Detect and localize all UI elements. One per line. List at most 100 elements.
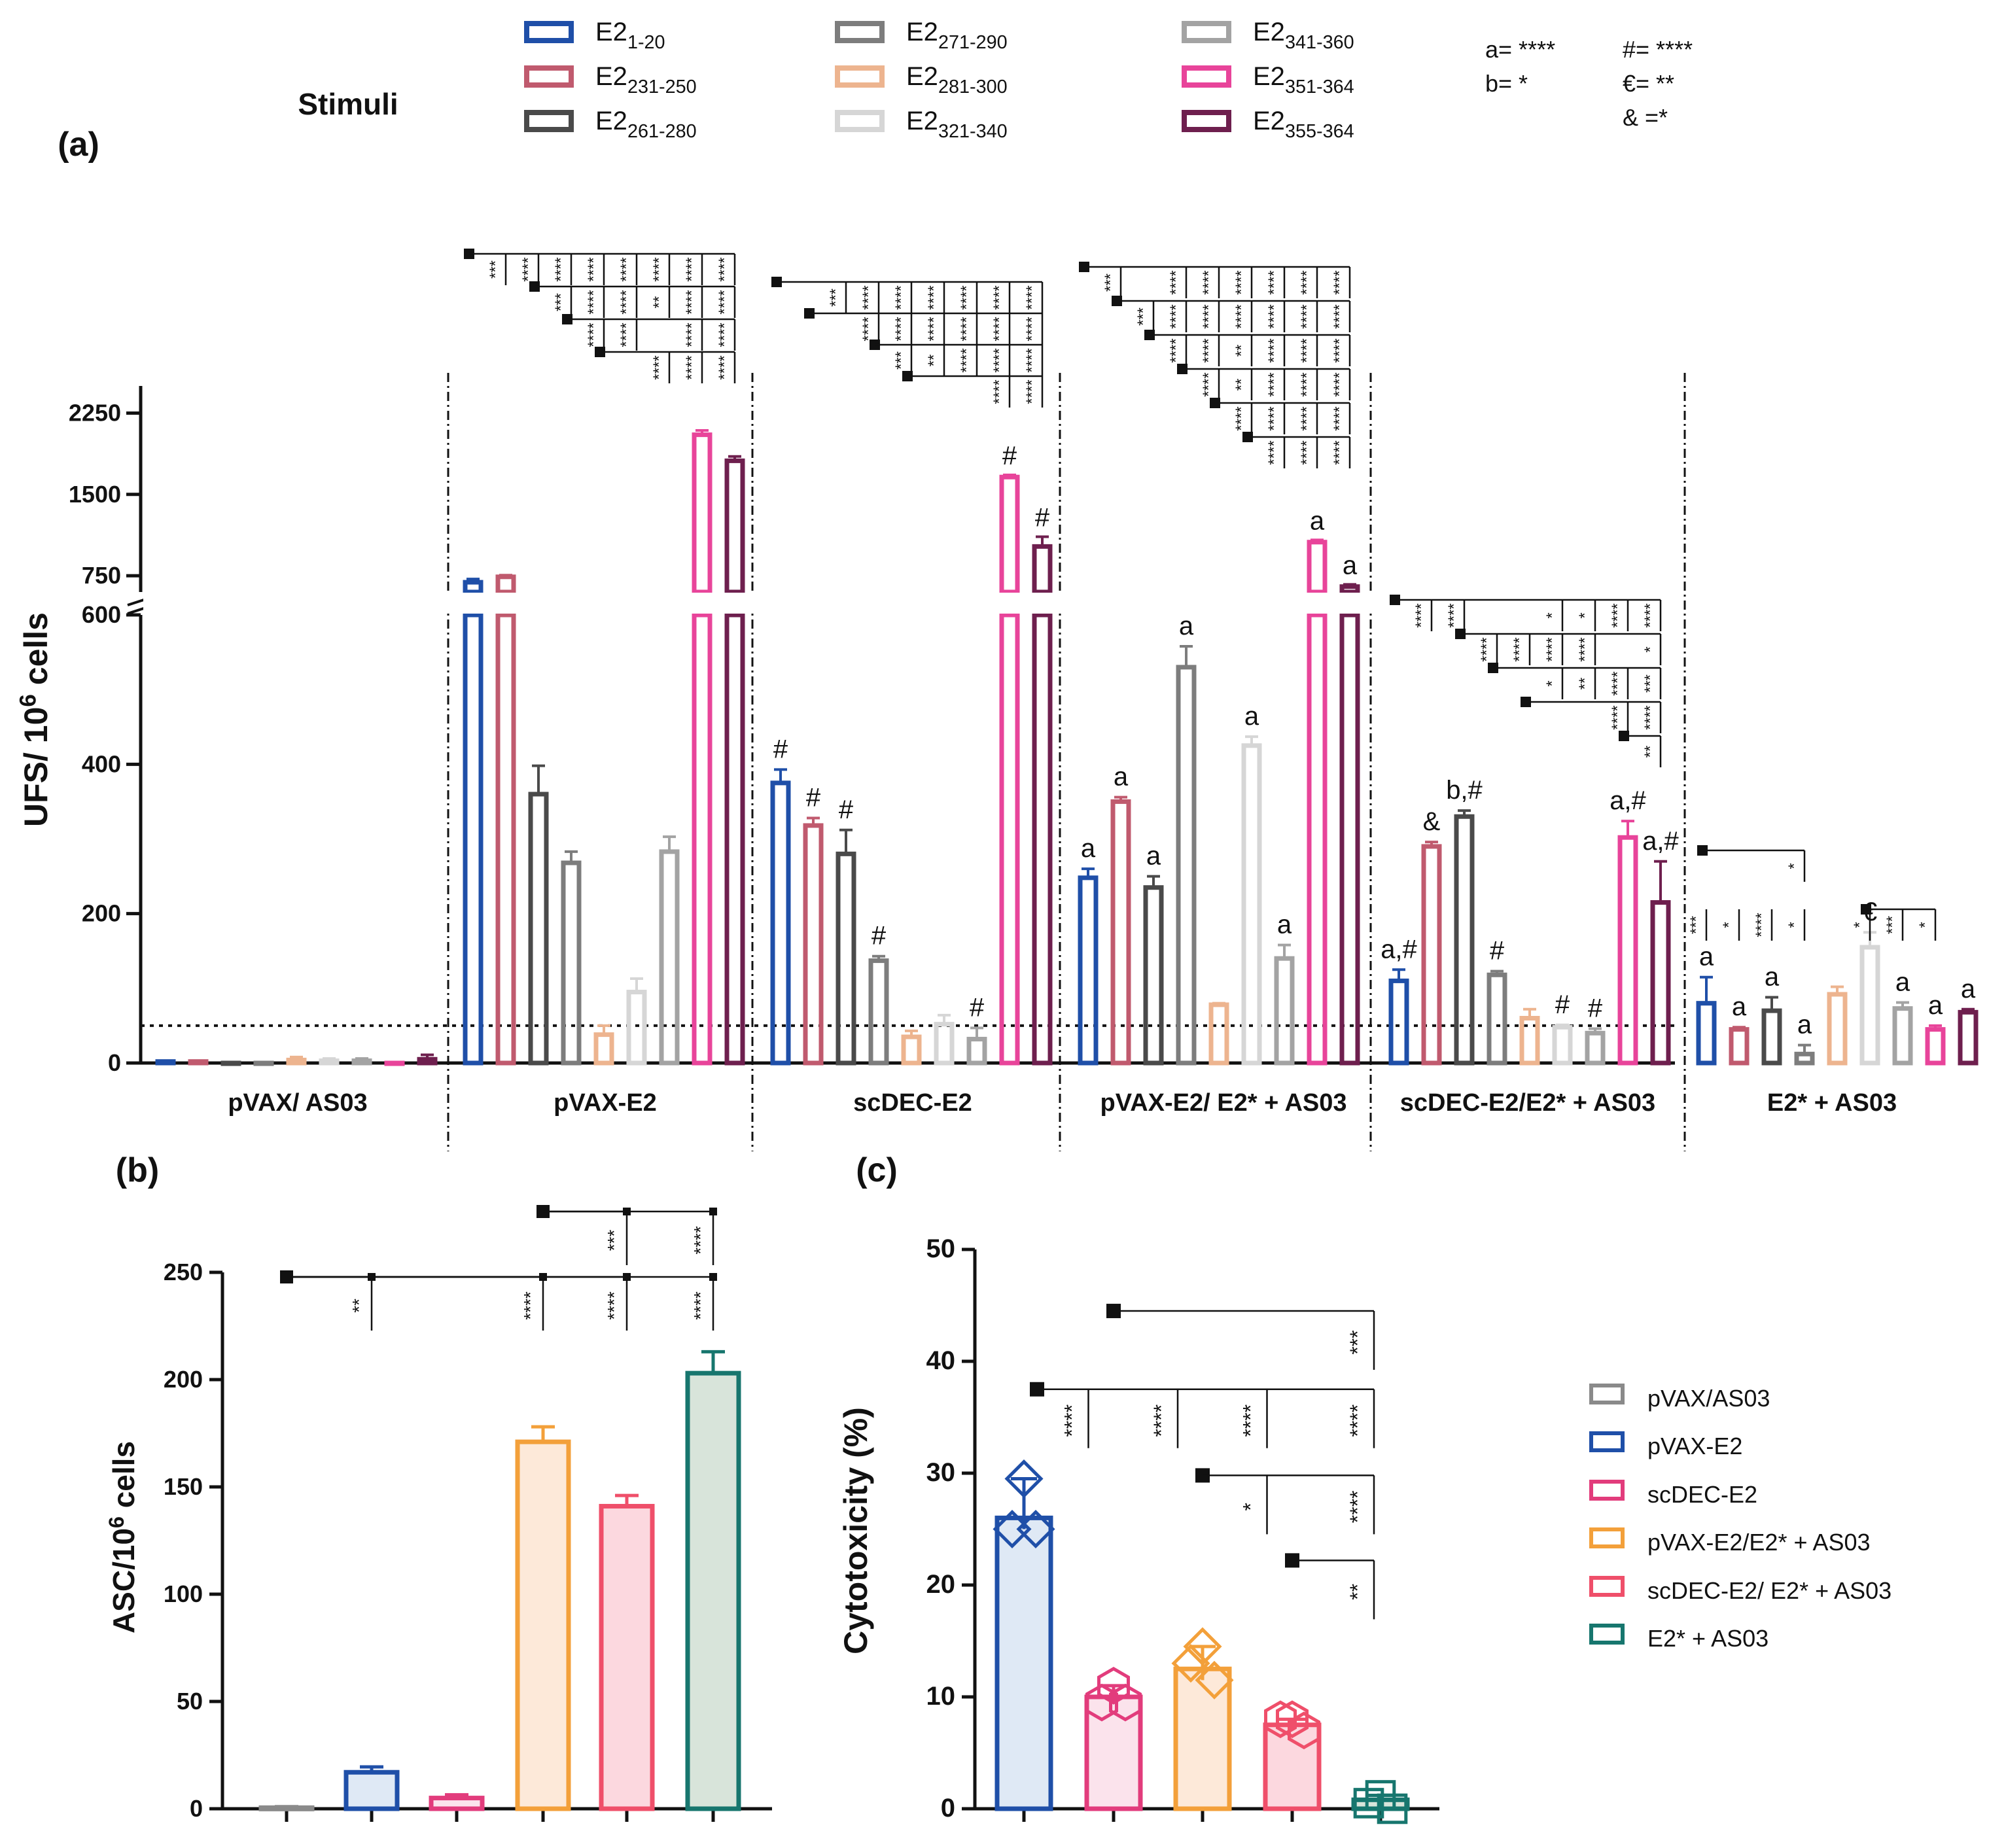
sig-stars-0-8: **** [716, 257, 733, 281]
annotation-6-4: # [1588, 994, 1603, 1022]
annotation-1-2: # [806, 784, 821, 812]
sig-stars-0-6: **** [650, 257, 668, 281]
sig-stars-10-4: **** [1200, 338, 1218, 362]
legend-entry-7-base: E2 [1253, 62, 1285, 91]
tick-label-a-upper: 2250 [69, 399, 121, 426]
legend-entry-5: E2321-340 [906, 107, 1008, 142]
bar-upper-7-1 [692, 432, 713, 595]
bar-3-5 [1794, 1051, 1815, 1066]
sig-stars-16-5: * [1543, 680, 1561, 686]
sig-stars-11-7: **** [1298, 372, 1316, 396]
bar-5-3 [1241, 743, 1262, 1066]
point-c-0-0 [1004, 1459, 1044, 1499]
bar-upper-0-1 [463, 580, 484, 595]
annotation-0-5: a [1699, 943, 1714, 971]
point-c-4-1 [1353, 1788, 1384, 1819]
annotation-7-4: a,# [1610, 786, 1646, 815]
tick-label-b: 50 [177, 1688, 203, 1715]
sig-stars-0-4: **** [585, 257, 603, 281]
annotation-1-4: & [1423, 807, 1441, 836]
sig-stars-1-4: **** [585, 290, 603, 314]
bar-3-3 [1176, 665, 1197, 1066]
sig-stars-14-6: * [1576, 612, 1594, 618]
sig-stars-9-8: **** [1331, 304, 1348, 328]
panel-label-c: (c) [856, 1151, 898, 1189]
point-c-1-1 [1085, 1683, 1118, 1722]
sig-stars-0-5: **** [618, 257, 635, 281]
sig-c-stars-1: **** [1061, 1404, 1084, 1437]
tick-label-c: 40 [926, 1346, 956, 1375]
bar-1-5 [1729, 1027, 1750, 1066]
annotation-2-3: a [1146, 842, 1161, 871]
point-c-1-2 [1109, 1683, 1142, 1722]
legend-c-entry-0: pVAX/AS03 [1647, 1385, 1770, 1412]
sig-stars-7-8: **** [1023, 379, 1041, 404]
bar-b-2 [429, 1796, 485, 1811]
legend-swatch-8 [1182, 110, 1231, 132]
sig-stars-5-7: **** [991, 317, 1008, 341]
group-label-5: E2* + AS03 [1767, 1089, 1897, 1117]
bar-upper-7-3 [1307, 540, 1328, 595]
legend-swatch-5 [835, 110, 885, 132]
annotation-5-4: # [1555, 990, 1570, 1019]
legend-c-swatch-4 [1589, 1576, 1625, 1597]
sig-stars-17-8: **** [1642, 705, 1659, 729]
sig-stars-11-4: **** [1200, 372, 1218, 396]
sig-c-stars-4: **** [1346, 1404, 1369, 1437]
legend-entry-1-sub: 231-250 [627, 77, 697, 97]
sig-stars-1-8: **** [716, 290, 733, 314]
legend-entry-2-sub: 261-280 [627, 121, 697, 142]
bar-lower-7-3 [1307, 612, 1328, 1066]
point-c-2-0 [1183, 1627, 1222, 1666]
bar-7-0 [384, 1060, 405, 1066]
sig-stars-4-8: **** [1023, 285, 1041, 309]
tick-label-a-lower: 0 [108, 1049, 121, 1076]
bar-upper-8-1 [724, 458, 745, 595]
sig-stars-20-6: *** [1884, 916, 1901, 934]
annotation-5-3: a [1244, 702, 1259, 731]
bar-6-4 [1585, 1030, 1606, 1066]
sig-stars-14-7: **** [1609, 603, 1627, 627]
bar-lower-1-1 [495, 612, 516, 1066]
sig-stars-20-3: * [1786, 922, 1803, 928]
sig-stars-17-7: **** [1609, 705, 1627, 729]
tick-label-b: 250 [164, 1259, 203, 1285]
tick-label-a-lower: 400 [82, 750, 121, 777]
group-label-4: scDEC-E2/E2* + AS03 [1400, 1089, 1655, 1117]
sig-stars-16-8: *** [1642, 674, 1659, 693]
ylabel-a-base: UFS/ 10 [18, 707, 54, 827]
bar-8-0 [417, 1056, 438, 1066]
sig-stars-5-6: **** [958, 317, 976, 341]
legend-c-entry-3: pVAX-E2/E2* + AS03 [1647, 1529, 1871, 1556]
legend-entry-3-sub: 271-290 [938, 32, 1008, 53]
sig-stars-13-7: **** [1298, 440, 1316, 464]
annotation-3-4: # [1490, 937, 1505, 966]
legend-c-entry-4: scDEC-E2/ E2* + AS03 [1647, 1577, 1892, 1604]
tick-label-a-lower: 600 [82, 601, 121, 628]
annotation-7-2: # [1002, 442, 1017, 470]
sig-stars-6-6: **** [958, 348, 976, 372]
sig-key-hash: #= **** [1623, 36, 1693, 63]
bar-b-5 [685, 1370, 741, 1811]
legend-c-swatch-1 [1589, 1431, 1625, 1452]
sig-stars-5-8: **** [1023, 317, 1041, 341]
sig-stars-13-8: **** [1331, 440, 1348, 464]
bar-5-2 [934, 1022, 955, 1066]
tick-label-b: 200 [164, 1366, 203, 1393]
legend-entry-1: E2231-250 [595, 62, 697, 97]
point-c-3-0 [1276, 1700, 1309, 1739]
tick-label-c: 20 [926, 1570, 956, 1599]
sig-b-stars-0: ** [349, 1299, 369, 1313]
sig-stars-4-7: **** [991, 285, 1008, 309]
sig-c-stars-3: **** [1239, 1404, 1263, 1437]
tick-label-c: 10 [926, 1682, 956, 1711]
legend-c-entry-1: pVAX-E2 [1647, 1433, 1742, 1459]
bar-4-3 [1208, 1002, 1229, 1066]
ylabel-b-base: ASC/10 [107, 1528, 141, 1633]
tick-label-a-upper: 1500 [69, 481, 121, 508]
annotation-0-2: # [773, 735, 788, 763]
bar-upper-7-2 [999, 474, 1020, 595]
sig-stars-19-3: * [1786, 863, 1803, 869]
sig-stars-9-6: **** [1265, 304, 1283, 328]
